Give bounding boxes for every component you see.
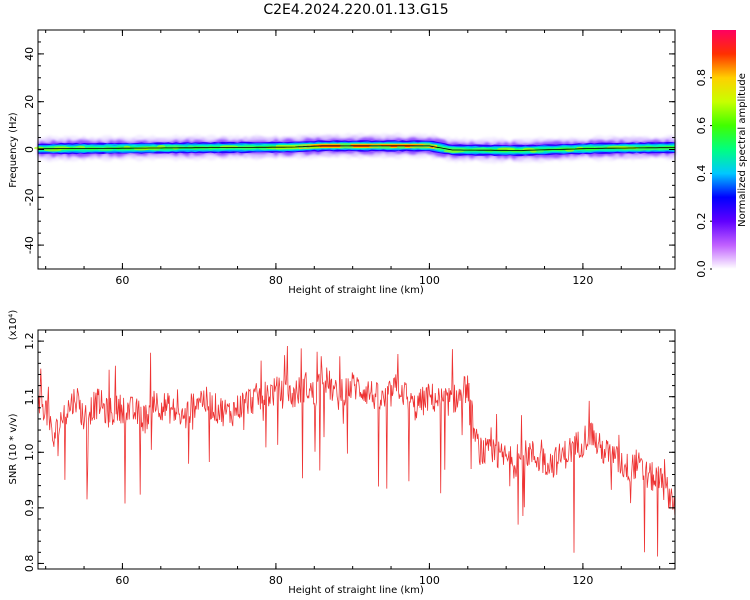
snr-line-layer [38,345,675,557]
spectrogram-center-line [38,145,675,151]
spectrogram-blob [157,145,166,148]
y-tick-label: 1.1 [23,388,36,406]
x-tick-label: 120 [572,274,593,287]
spectrogram-axes: 60 80 100 120 -40 -20 0 20 40 [23,29,675,287]
x-tick-label: 100 [419,574,440,587]
snr-axes: 60 80 100 120 0.8 0.9 1.0 1.1 1.2 [23,329,675,587]
x-tick-label: 120 [572,574,593,587]
y-tick-label: 1.2 [23,332,36,350]
x-tick-label: 80 [269,574,283,587]
x-tick-label: 80 [269,274,283,287]
colorbar-gradient [712,30,736,269]
spectrogram-panel: 60 80 100 120 -40 -20 0 20 40 Height of straight… [8,29,676,296]
colorbar: 0.0 0.2 0.4 0.6 0.8 Normalized spectral ampl… [695,30,748,278]
y-tick-label: 0 [23,146,36,153]
snr-frame [37,329,676,570]
y-tick-label: -40 [23,236,36,254]
colorbar-tick-label: 0.4 [695,165,708,183]
snr-series-line [38,345,675,557]
colorbar-label: Normalized spectral amplitude [737,73,748,227]
snr-x-label: Height of straight line (km) [288,585,424,596]
y-tick-label: 20 [23,95,36,109]
colorbar-tick-label: 0.2 [695,212,708,230]
spectrogram-x-label: Height of straight line (km) [288,285,424,296]
y-tick-label: 40 [23,47,36,61]
y-tick-label: 0.9 [23,499,36,517]
spectrogram-y-label: Frequency (Hz) [8,112,19,188]
spectrogram-blob [343,143,350,147]
spectrogram-band [34,132,675,164]
spectrogram-blob [396,145,406,149]
x-tick-label: 60 [115,574,129,587]
colorbar-tick-label: 0.6 [695,117,708,135]
y-tick-label: -20 [23,188,36,206]
colorbar-ticks: 0.0 0.2 0.4 0.6 0.8 [695,69,712,278]
x-tick-label: 100 [419,274,440,287]
y-tick-label: 1.0 [23,444,36,462]
snr-scale-note: (x10⁴) [8,310,19,341]
colorbar-tick-label: 0.0 [695,260,708,278]
snr-panel: 60 80 100 120 0.8 0.9 1.0 1.1 1.2 Height of stra… [8,310,676,596]
snr-y-label: SNR (10 * v/v) [8,413,19,484]
x-tick-label: 60 [115,274,129,287]
chart-title: C2E4.2024.220.01.13.G15 [263,2,449,18]
y-tick-label: 0.8 [23,555,36,573]
colorbar-tick-label: 0.8 [695,69,708,87]
spectrogram-blob [497,147,516,151]
